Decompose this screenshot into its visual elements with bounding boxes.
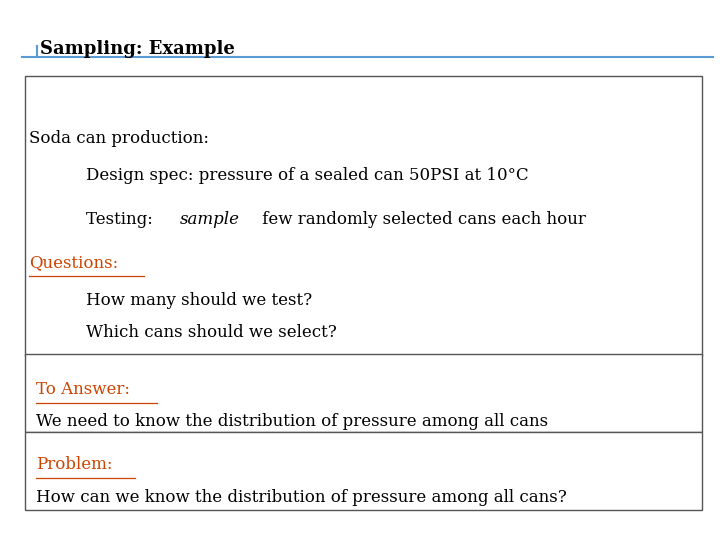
FancyBboxPatch shape bbox=[25, 432, 702, 510]
Text: Soda can production:: Soda can production: bbox=[29, 130, 209, 146]
Text: Questions:: Questions: bbox=[29, 254, 118, 271]
Text: few randomly selected cans each hour: few randomly selected cans each hour bbox=[257, 211, 586, 227]
Text: Testing:: Testing: bbox=[86, 211, 158, 227]
FancyBboxPatch shape bbox=[25, 354, 702, 432]
Text: We need to know the distribution of pressure among all cans: We need to know the distribution of pres… bbox=[36, 413, 548, 430]
Text: How can we know the distribution of pressure among all cans?: How can we know the distribution of pres… bbox=[36, 489, 567, 505]
Text: How many should we test?: How many should we test? bbox=[86, 292, 312, 308]
Text: Which cans should we select?: Which cans should we select? bbox=[86, 324, 337, 341]
Text: Problem:: Problem: bbox=[36, 456, 112, 473]
FancyBboxPatch shape bbox=[25, 76, 702, 356]
Text: Sampling: Example: Sampling: Example bbox=[40, 40, 235, 58]
Text: Design spec: pressure of a sealed can 50PSI at 10°C: Design spec: pressure of a sealed can 50… bbox=[86, 167, 529, 184]
Text: sample: sample bbox=[179, 211, 240, 227]
Text: To Answer:: To Answer: bbox=[36, 381, 130, 397]
